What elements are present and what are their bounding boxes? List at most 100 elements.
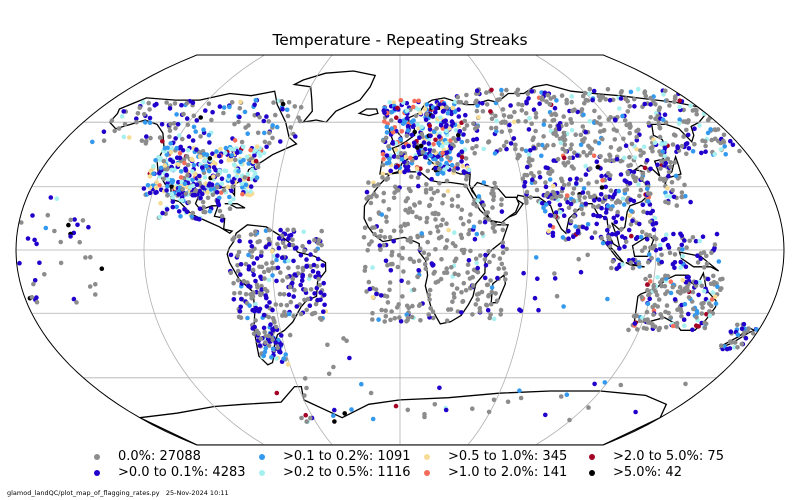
station-marker xyxy=(575,109,580,115)
station-marker xyxy=(737,148,742,154)
station-marker xyxy=(485,282,491,288)
station-marker xyxy=(419,131,425,137)
station-marker xyxy=(644,158,650,163)
station-marker xyxy=(290,237,295,243)
station-marker xyxy=(197,154,203,159)
station-marker xyxy=(607,153,613,159)
station-marker xyxy=(675,145,680,151)
station-marker xyxy=(243,125,248,130)
station-marker xyxy=(647,273,653,279)
station-marker xyxy=(389,109,395,115)
station-marker xyxy=(395,264,401,270)
legend-label: 0.0%: 27088 xyxy=(118,449,201,464)
station-marker xyxy=(275,241,280,247)
meridian-line xyxy=(143,55,265,445)
station-marker xyxy=(159,122,165,127)
station-marker xyxy=(626,327,631,333)
station-marker xyxy=(227,206,233,211)
station-marker xyxy=(444,105,450,110)
station-marker xyxy=(681,107,686,113)
station-marker xyxy=(199,165,205,170)
station-marker xyxy=(634,147,639,152)
station-marker xyxy=(684,245,689,250)
station-marker xyxy=(456,132,461,138)
station-marker xyxy=(391,228,397,234)
station-marker xyxy=(499,202,504,208)
station-marker xyxy=(380,162,386,168)
station-marker xyxy=(613,118,618,123)
station-marker xyxy=(208,187,214,192)
station-marker xyxy=(622,244,627,249)
station-marker xyxy=(184,154,190,159)
station-marker xyxy=(206,168,212,174)
station-marker xyxy=(707,309,712,314)
station-marker xyxy=(445,188,451,194)
station-marker xyxy=(535,276,540,282)
station-marker xyxy=(480,101,485,106)
station-marker xyxy=(264,304,270,309)
station-marker xyxy=(287,332,293,338)
station-marker xyxy=(709,137,714,143)
station-marker xyxy=(215,198,220,204)
station-marker xyxy=(239,296,244,302)
station-marker xyxy=(174,204,179,210)
station-marker xyxy=(533,255,539,260)
station-marker xyxy=(219,181,225,186)
station-marker xyxy=(656,327,662,333)
station-marker xyxy=(168,149,174,155)
station-marker xyxy=(642,90,647,96)
station-marker xyxy=(571,214,577,219)
station-marker xyxy=(667,250,673,256)
station-marker xyxy=(602,215,608,221)
station-marker xyxy=(504,139,509,145)
station-marker xyxy=(261,269,267,275)
station-marker xyxy=(474,108,480,114)
station-marker xyxy=(182,160,187,166)
station-marker xyxy=(591,88,597,94)
station-marker xyxy=(629,233,634,239)
station-marker xyxy=(572,107,577,112)
station-marker xyxy=(700,138,705,143)
station-marker xyxy=(326,371,332,377)
station-marker xyxy=(275,253,280,258)
station-marker xyxy=(675,307,680,313)
station-marker xyxy=(608,115,613,120)
station-marker xyxy=(268,322,273,327)
station-marker xyxy=(519,108,525,113)
station-marker xyxy=(373,287,379,292)
station-marker xyxy=(393,184,398,190)
station-marker xyxy=(472,236,478,242)
station-marker xyxy=(154,101,159,107)
station-marker xyxy=(393,403,399,409)
station-marker xyxy=(451,291,457,297)
station-marker xyxy=(605,203,611,209)
station-marker xyxy=(405,407,411,413)
station-marker xyxy=(704,253,709,259)
station-marker xyxy=(405,128,411,133)
station-marker xyxy=(376,182,381,187)
station-marker xyxy=(639,248,645,253)
station-marker xyxy=(498,307,504,313)
station-marker xyxy=(569,120,574,125)
station-marker xyxy=(236,119,241,125)
station-marker xyxy=(424,102,430,107)
station-marker xyxy=(553,112,559,118)
station-marker xyxy=(416,303,422,309)
station-marker xyxy=(387,100,393,105)
station-marker xyxy=(165,184,170,189)
station-marker xyxy=(558,210,563,215)
station-marker xyxy=(317,282,322,288)
station-marker xyxy=(582,195,587,200)
station-marker xyxy=(653,289,658,294)
station-marker xyxy=(493,125,499,131)
station-marker xyxy=(526,152,532,157)
station-marker xyxy=(388,168,394,174)
station-marker xyxy=(697,279,702,285)
station-marker xyxy=(537,101,542,106)
station-marker xyxy=(718,277,723,282)
station-marker xyxy=(394,115,399,120)
station-marker xyxy=(453,243,458,249)
station-marker xyxy=(632,155,638,160)
station-marker xyxy=(543,193,549,198)
station-marker xyxy=(628,197,634,203)
